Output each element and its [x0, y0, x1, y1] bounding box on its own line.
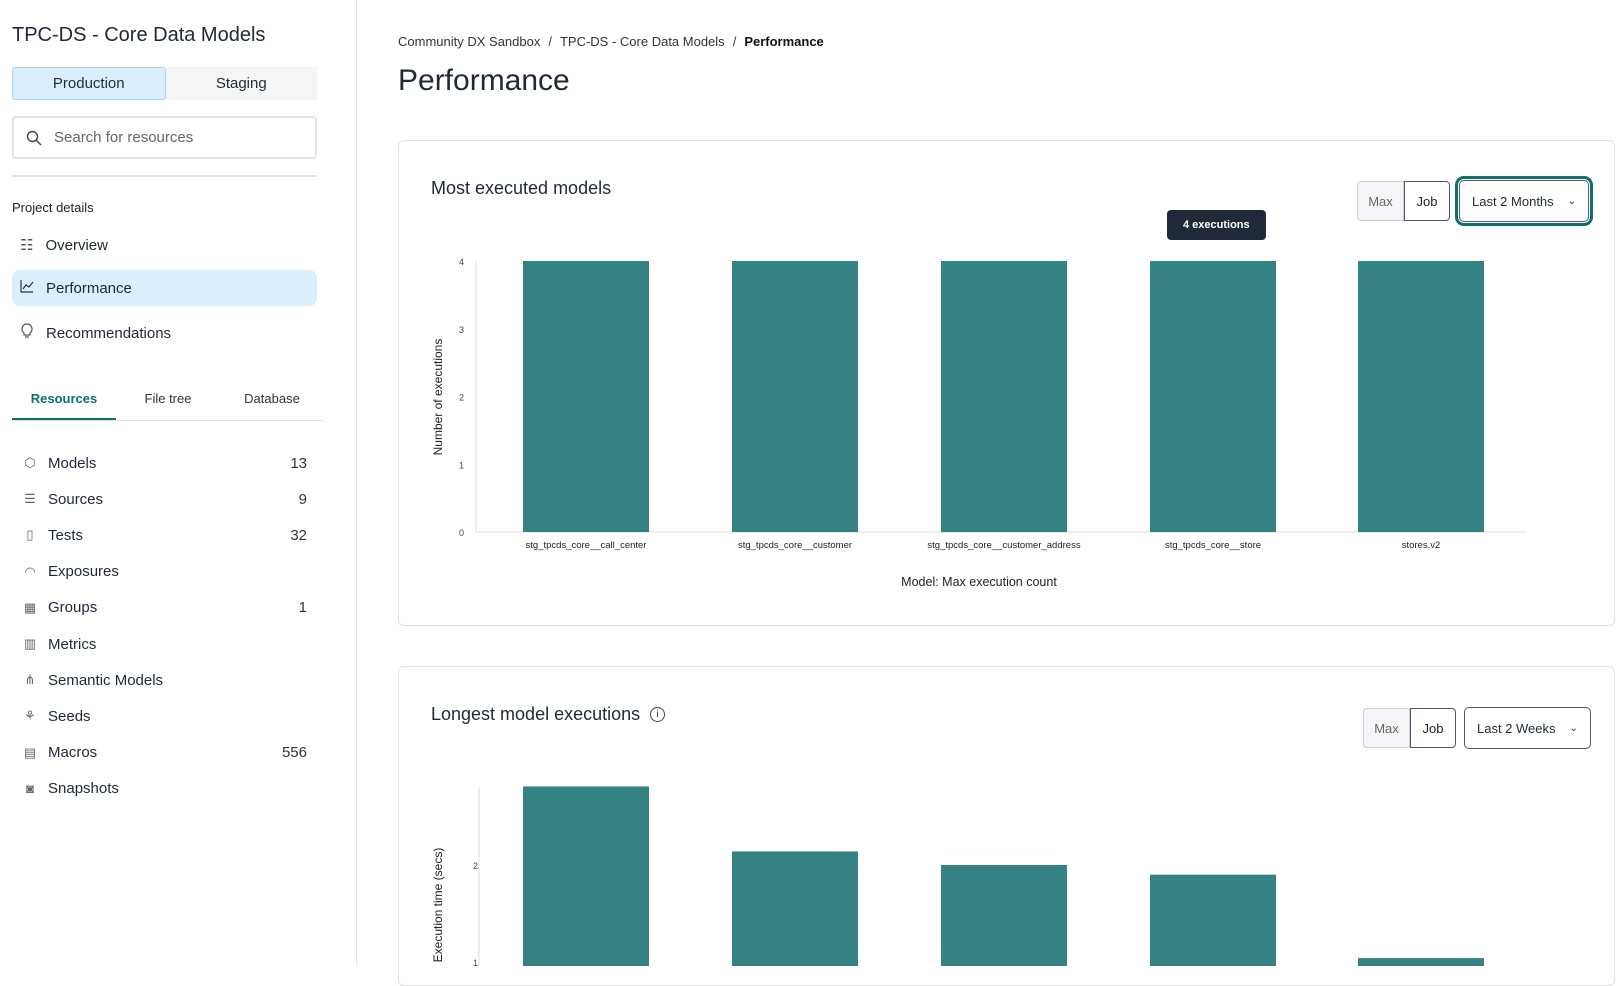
resource-macros[interactable]: ▤ Macros 556 — [22, 738, 307, 768]
chevron-down-icon: ⌄ — [1567, 195, 1577, 207]
resource-models[interactable]: ⬡ Models 13 — [22, 448, 307, 478]
page-title: Performance — [398, 64, 570, 97]
resource-count: 556 — [281, 744, 307, 762]
resource-count: 9 — [298, 490, 307, 508]
breadcrumb: Community DX Sandbox / TPC-DS - Core Data… — [398, 34, 824, 49]
nav-recommendations[interactable]: Recommendations — [12, 315, 317, 351]
file-icon: ▤ — [23, 744, 37, 760]
card-title-row: Longest model executions i — [431, 704, 666, 725]
nodes-icon: ⋔ — [24, 672, 36, 688]
resource-snapshots[interactable]: ◙ Snapshots — [22, 774, 307, 804]
metric-toggle: Max Job — [1357, 181, 1450, 221]
breadcrumb-item[interactable]: TPC-DS - Core Data Models — [559, 34, 725, 49]
resource-metrics[interactable]: ▥ Metrics — [22, 629, 307, 659]
breadcrumb-item[interactable]: Community DX Sandbox — [398, 34, 541, 49]
resource-label: Models — [48, 454, 97, 472]
dropdown-value: Last 2 Weeks — [1477, 720, 1556, 736]
divider — [12, 175, 317, 177]
resource-semantic-models[interactable]: ⋔ Semantic Models — [22, 665, 307, 695]
job-button[interactable]: Job — [1410, 708, 1456, 748]
time-range-dropdown[interactable]: Last 2 Months ⌄ — [1454, 176, 1594, 226]
list-icon: ☷ — [20, 237, 34, 254]
chevron-down-icon: ⌄ — [1569, 722, 1578, 734]
resource-label: Semantic Models — [48, 671, 164, 689]
resource-label: Macros — [48, 744, 98, 762]
resource-tests[interactable]: ▯ Tests 32 — [22, 520, 307, 550]
env-staging[interactable]: Staging — [215, 75, 267, 92]
resource-tabs: Resources File tree Database — [12, 383, 324, 421]
breadcrumb-current: Performance — [744, 34, 824, 49]
breadcrumb-separator: / — [548, 34, 552, 49]
nav-performance[interactable]: Performance — [12, 270, 317, 306]
max-button[interactable]: Max — [1363, 708, 1410, 748]
project-details-label: Project details — [12, 200, 94, 215]
database-icon: ☰ — [24, 491, 36, 507]
env-production[interactable]: Production — [12, 67, 166, 100]
resource-exposures[interactable]: ◠ Exposures — [22, 557, 307, 587]
tab-database[interactable]: Database — [244, 391, 300, 406]
cube-icon: ⬡ — [24, 455, 36, 470]
resource-label: Tests — [48, 526, 84, 544]
sidebar: TPC-DS - Core Data Models Production Sta… — [0, 0, 357, 966]
resource-label: Exposures — [48, 563, 119, 581]
resource-label: Metrics — [48, 635, 97, 653]
tab-resources[interactable]: Resources — [12, 383, 116, 420]
line-chart-icon — [20, 279, 34, 297]
card-title: Longest model executions — [431, 704, 641, 724]
sprout-icon: ⚘ — [24, 708, 36, 724]
resource-label: Sources — [48, 490, 104, 508]
camera-icon: ◙ — [26, 781, 34, 797]
bar-chart-icon: ▥ — [23, 636, 37, 651]
metric-toggle: Max Job — [1363, 708, 1456, 748]
gauge-icon: ◠ — [24, 563, 36, 579]
card-title: Most executed models — [431, 178, 612, 198]
project-title: TPC-DS - Core Data Models — [12, 24, 266, 46]
most-executed-card: Most executed models Max Job Last 2 Mont… — [398, 140, 1615, 626]
dropdown-value: Last 2 Months — [1472, 193, 1554, 209]
clipboard-icon: ▯ — [26, 527, 34, 543]
breadcrumb-separator: / — [732, 34, 737, 49]
longest-executions-card: Longest model executions i Max Job Last 2… — [398, 666, 1615, 986]
resource-count: 13 — [290, 454, 307, 472]
environment-toggle: Production Staging — [12, 67, 317, 100]
info-icon[interactable]: i — [650, 707, 666, 722]
nav-label: Overview — [45, 236, 108, 254]
resource-label: Snapshots — [48, 780, 119, 798]
resource-groups[interactable]: ▦ Groups 1 — [22, 593, 307, 623]
resource-sources[interactable]: ☰ Sources 9 — [22, 484, 307, 514]
resource-label: Seeds — [48, 707, 91, 725]
nav-label: Recommendations — [46, 324, 172, 342]
search-input[interactable] — [54, 129, 284, 146]
job-button[interactable]: Job — [1404, 181, 1450, 221]
grid-icon: ▦ — [23, 599, 37, 615]
search-icon — [26, 130, 42, 145]
resource-seeds[interactable]: ⚘ Seeds — [22, 701, 307, 731]
resource-count: 1 — [298, 599, 307, 617]
max-button[interactable]: Max — [1357, 181, 1404, 221]
nav-label: Performance — [46, 279, 132, 297]
tab-file-tree[interactable]: File tree — [144, 391, 192, 406]
bar-tooltip: 4 executions — [1167, 210, 1266, 240]
resource-count: 32 — [290, 526, 307, 544]
resource-label: Groups — [48, 599, 98, 617]
time-range-dropdown[interactable]: Last 2 Weeks ⌄ — [1464, 707, 1591, 749]
lightbulb-icon — [20, 323, 34, 343]
nav-overview[interactable]: ☷ Overview — [12, 227, 317, 263]
search-box[interactable] — [12, 116, 317, 159]
